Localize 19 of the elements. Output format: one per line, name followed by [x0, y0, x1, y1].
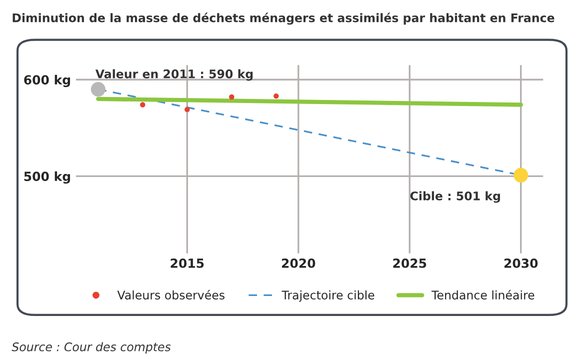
x-tick-label: 2030: [504, 258, 538, 268]
point: [140, 102, 146, 108]
x-tick-label: 2025: [393, 258, 426, 268]
x-tick-label: 2020: [282, 258, 316, 268]
point: [184, 106, 190, 112]
annotation: Valeur en 2011 : 590 kg: [95, 69, 253, 81]
point: [90, 82, 106, 97]
legend-label: Tendance linéaire: [431, 290, 534, 300]
chart-title: Diminution de la masse de déchets ménagers et assimilés par habitant en France: [12, 12, 554, 25]
y-tick-label: 600 kg: [24, 74, 70, 88]
y-tick-label: 500 kg: [24, 171, 70, 184]
legend-label: Valeurs observées: [117, 290, 224, 300]
point: [514, 168, 528, 182]
legend-label: Trajectoire cible: [282, 290, 374, 302]
point: [229, 94, 234, 100]
source-note: Source : Cour des comptes: [12, 342, 171, 354]
annotation: Cible : 501 kg: [410, 191, 500, 203]
point: [274, 93, 279, 99]
x-tick-label: 2015: [170, 258, 204, 268]
